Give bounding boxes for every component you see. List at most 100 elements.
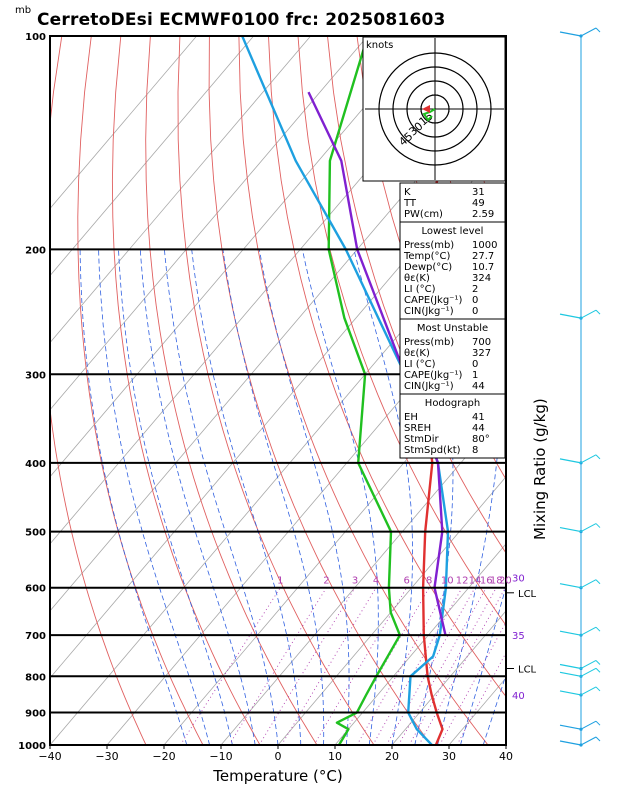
index-value: 8	[472, 445, 478, 456]
index-label: PW(cm)	[404, 209, 443, 220]
mixing-ratio-line	[398, 587, 487, 745]
wind-barb	[559, 724, 582, 730]
storm-motion-marker	[422, 105, 430, 113]
lcl-label: LCL	[518, 664, 537, 675]
x-axis-label: Temperature (°C)	[212, 767, 342, 785]
moist-adiabat	[222, 249, 325, 745]
wind-barb	[559, 583, 582, 589]
temperature-tick-label: −30	[95, 750, 118, 763]
isotherm-line	[334, 543, 506, 745]
wind-barb-flag	[595, 27, 601, 33]
pressure-tick-label: 700	[25, 631, 46, 642]
isotherm-line	[391, 610, 506, 745]
index-label: CIN(Jkg⁻¹)	[404, 306, 454, 317]
mixing-ratio-label: 16	[480, 576, 493, 587]
temperature-tick-label: 0	[275, 750, 282, 763]
wind-barb-flag	[595, 309, 601, 315]
index-value: 0	[472, 295, 478, 306]
isotherm-line	[563, 36, 618, 745]
index-label: θε(K)	[404, 273, 430, 284]
pressure-tick-label: 400	[25, 459, 46, 470]
isotherm-line	[50, 207, 506, 745]
index-value: 327	[472, 348, 491, 359]
temperature-tick-label: 20	[385, 750, 399, 763]
pressure-tick-label: 300	[25, 370, 46, 381]
wind-barb	[580, 626, 597, 636]
theta-label: 30	[512, 573, 525, 584]
mixing-ratio-label: 20	[499, 576, 512, 587]
wind-barb	[580, 686, 597, 696]
index-value: 2.59	[472, 209, 494, 220]
wind-barb-flag	[595, 686, 601, 692]
index-label: CAPE(Jkg⁻¹)	[404, 370, 462, 381]
mixing-ratio-line	[313, 587, 408, 745]
moist-adiabat	[118, 249, 233, 745]
theta-label: 40	[512, 691, 525, 702]
indices-section-header: Lowest level	[422, 226, 484, 237]
moist-adiabat	[302, 249, 379, 745]
temperature-tick-label: −40	[38, 750, 61, 763]
index-label: Press(mb)	[404, 337, 454, 348]
mixing-ratio-label: 4	[373, 576, 379, 587]
mixing-ratio-label: 6	[404, 576, 410, 587]
page-title: CerretoDEsi ECMWF0100 frc: 2025081603	[37, 10, 446, 30]
wind-barb-flag	[595, 660, 601, 665]
index-value: 41	[472, 412, 485, 423]
dry-adiabat	[564, 36, 618, 745]
wind-barb-flag	[595, 626, 601, 632]
wind-barb	[559, 313, 582, 319]
indices-section	[399, 221, 506, 320]
wind-barb	[580, 579, 597, 589]
pressure-tick-label: 600	[25, 584, 46, 595]
index-label: Dewp(°C)	[404, 262, 452, 273]
isotherm-line	[50, 36, 197, 210]
wind-barb	[559, 630, 582, 636]
mixing-ratio-label: 18	[490, 576, 503, 587]
hodograph-units: knots	[366, 40, 393, 51]
mixing-ratio-line	[439, 621, 506, 745]
isotherm-line	[220, 409, 506, 745]
index-value: 27.7	[472, 251, 494, 262]
index-value: 700	[472, 337, 491, 348]
wind-barb	[580, 667, 597, 677]
wind-barb-flag	[595, 579, 601, 585]
pressure-tick-label: 800	[25, 672, 46, 683]
index-value: 44	[472, 423, 485, 434]
temperature-tick-label: −20	[152, 750, 175, 763]
pressure-unit-label: mb	[15, 5, 32, 16]
index-label: SREH	[404, 423, 431, 434]
pressure-tick-label: 100	[25, 32, 46, 43]
dry-adiabat	[177, 36, 375, 745]
dry-adiabat	[534, 36, 618, 745]
wind-barb	[580, 660, 597, 669]
index-value: 31	[472, 187, 485, 198]
temperature-tick-label: 40	[499, 750, 513, 763]
wind-barb	[580, 309, 597, 319]
mixing-ratio-label: 12	[456, 576, 469, 587]
wind-barb	[580, 720, 597, 730]
dry-adiabat	[208, 36, 432, 745]
theta-label: 35	[512, 631, 525, 642]
indices-section-header: Hodograph	[425, 398, 480, 409]
wind-profile	[559, 27, 601, 747]
wind-barb	[559, 690, 582, 696]
wind-barb-flag	[595, 454, 601, 460]
index-label: K	[404, 187, 411, 198]
index-label: Temp(°C)	[403, 251, 451, 262]
dry-adiabat	[327, 36, 506, 554]
isotherm-line	[50, 36, 311, 344]
mixing-ratio-label: 14	[469, 576, 482, 587]
index-value: 1	[472, 370, 478, 381]
indices-section-header: Most Unstable	[417, 323, 488, 334]
y-axis-right-label: Mixing Ratio (g/kg)	[531, 398, 549, 540]
index-label: EH	[404, 412, 418, 423]
index-label: CAPE(Jkg⁻¹)	[404, 295, 462, 306]
pressure-tick-label: 1000	[18, 741, 46, 752]
mixing-ratio-label: 10	[441, 576, 454, 587]
index-value: 44	[472, 381, 485, 392]
indices-section	[399, 318, 506, 395]
moist-adiabat	[258, 249, 350, 745]
mixing-ratio-line	[456, 651, 506, 745]
